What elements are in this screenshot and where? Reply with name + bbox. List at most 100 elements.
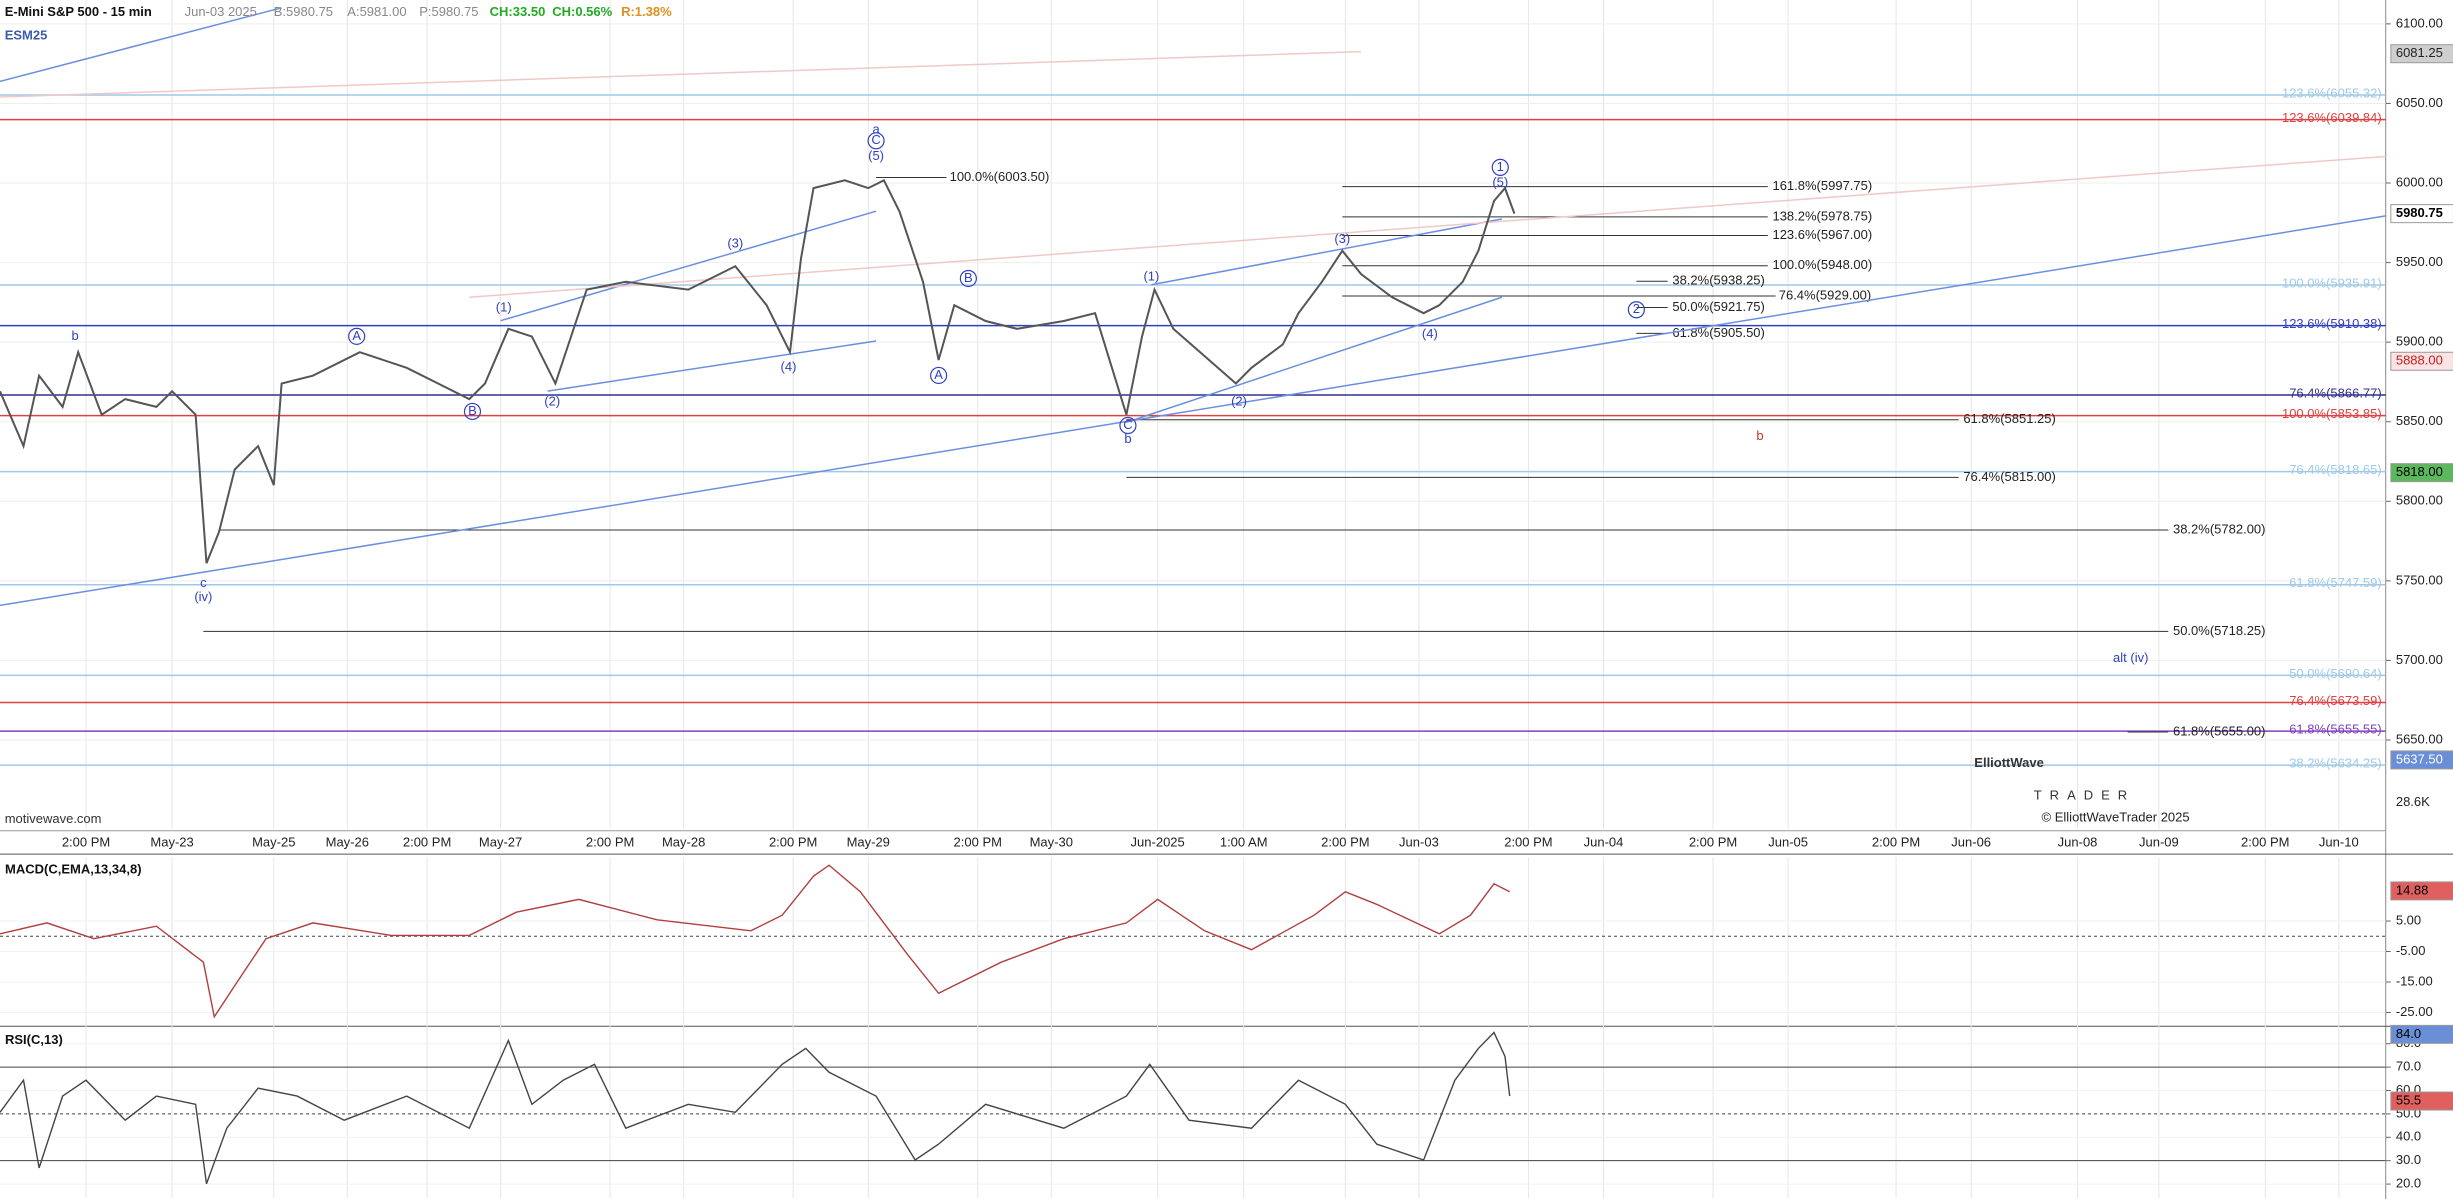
wave-circle [1627, 301, 1645, 319]
fib-projection-label: 76.4%(5929.00) [1779, 287, 1872, 302]
price-marker [2390, 351, 2453, 371]
header-text: P:5980.75 [419, 4, 478, 19]
wave-label: b [1756, 428, 1763, 443]
x-tick-label: Jun-10 [2319, 835, 2359, 850]
x-tick-label: Jun-05 [1768, 835, 1808, 850]
header-text: E-Mini S&P 500 - 15 min [5, 4, 152, 19]
wave-label: c [200, 575, 207, 590]
wave-label: (4) [781, 359, 797, 374]
wave-circle [867, 132, 885, 150]
wave-label: alt (iv) [2113, 650, 2148, 665]
series-line [0, 178, 1516, 564]
symbol: ESM25 [5, 27, 48, 42]
header-text: Jun-03 2025 [185, 4, 257, 19]
wave-circle [1491, 158, 1509, 176]
price-marker-label: 5637.50 [2396, 751, 2443, 766]
fib-projection-label: 50.0%(5921.75) [1672, 299, 1765, 314]
trend-line [1151, 218, 1502, 286]
y-tick-label: 30.0 [2396, 1152, 2421, 1167]
trend-line [0, 215, 2386, 607]
x-tick-label: Jun-09 [2139, 835, 2179, 850]
panel-title: MACD(C,EMA,13,34,8) [5, 861, 142, 876]
x-tick-label: 2:00 PM [2241, 835, 2289, 850]
fib-level-label: 61.8%(5655.55) [2289, 722, 2382, 737]
fib-projection-label: 161.8%(5997.75) [1772, 178, 1872, 193]
y-tick-label: 5950.00 [2396, 254, 2443, 269]
y-tick-label: 5900.00 [2396, 334, 2443, 349]
price-marker-label: 55.5 [2396, 1092, 2421, 1107]
fib-level-label: 38.2%(5634.25) [2289, 756, 2382, 771]
price-marker [2390, 204, 2453, 224]
fib-level-label: 123.6%(5910.38) [2282, 316, 2382, 331]
fib-projection-label: 123.6%(5967.00) [1772, 227, 1872, 242]
price-marker [2390, 44, 2453, 64]
fib-projection-label: 100.0%(6003.50) [950, 169, 1050, 184]
x-tick-label: May-25 [252, 835, 295, 850]
series-line [0, 1031, 1511, 1185]
wave-label: A [934, 367, 943, 382]
y-tick-label: 5700.00 [2396, 652, 2443, 667]
x-tick-label: 2:00 PM [1504, 835, 1552, 850]
trend-line [1126, 296, 1503, 424]
trend-line [0, 7, 282, 83]
x-tick-label: 2:00 PM [1321, 835, 1369, 850]
y-tick-label: 5.00 [2396, 912, 2421, 927]
header-text: A:5981.00 [347, 4, 406, 19]
copyright: © ElliottWaveTrader 2025 [2042, 810, 2190, 825]
wave-label: (2) [544, 393, 560, 408]
wave-circle [1119, 416, 1137, 435]
wave-label: (1) [1143, 268, 1159, 283]
x-tick-label: Jun-03 [1399, 835, 1439, 850]
wave-label: a [872, 121, 880, 136]
wave-label: (3) [727, 235, 743, 250]
x-tick-label: Jun-08 [2058, 835, 2098, 850]
header-text: R:1.38% [621, 4, 672, 19]
fib-projection-label: 61.8%(5851.25) [1963, 411, 2056, 426]
header-text: CH:33.50 [490, 4, 546, 19]
series-line [0, 864, 1511, 1019]
x-tick-label: 2:00 PM [1872, 835, 1920, 850]
x-tick-label: 2:00 PM [1689, 835, 1737, 850]
fib-projection-label: 38.2%(5938.25) [1672, 273, 1765, 288]
y-tick-label: 20.0 [2396, 1176, 2421, 1191]
trend-line [469, 155, 2386, 298]
wave-label: (5) [868, 148, 884, 163]
price-marker [2390, 1091, 2453, 1111]
x-tick-label: May-23 [150, 835, 193, 850]
trend-line [547, 340, 877, 392]
trend-line [0, 50, 1362, 98]
source: motivewave.com [5, 811, 102, 826]
price-marker [2390, 463, 2453, 483]
y-tick-label: 5850.00 [2396, 413, 2443, 428]
fib-level-label: 123.6%(6055.32) [2282, 85, 2382, 100]
wave-label: (iv) [194, 589, 212, 604]
wave-label: C [1123, 417, 1132, 432]
y-tick-label: -5.00 [2396, 943, 2426, 958]
fib-level-label: 50.0%(5690.64) [2289, 666, 2382, 681]
wave-label: B [964, 270, 973, 285]
x-tick-label: Jun-06 [1951, 835, 1991, 850]
price-marker-label: 5980.75 [2396, 205, 2443, 220]
fib-projection-label: 100.0%(5948.00) [1772, 257, 1872, 272]
y-tick-label: 70.0 [2396, 1059, 2421, 1074]
header-text: B:5980.75 [274, 4, 333, 19]
price-marker-label: 6081.25 [2396, 45, 2443, 60]
y-tick-label: 40.0 [2396, 1129, 2421, 1144]
fib-projection-label: 138.2%(5978.75) [1772, 208, 1872, 223]
fib-projection-label: 76.4%(5815.00) [1963, 469, 2056, 484]
fib-level-label: 61.8%(5747.59) [2289, 575, 2382, 590]
price-marker [2390, 750, 2453, 770]
x-tick-label: 2:00 PM [62, 835, 110, 850]
fib-level-label: 76.4%(5818.65) [2289, 462, 2382, 477]
wave-label: b [1124, 431, 1131, 446]
wave-label: 1 [1497, 159, 1504, 174]
x-tick-label: 2:00 PM [586, 835, 634, 850]
wave-circle [348, 327, 366, 345]
y-tick-label: 6100.00 [2396, 15, 2443, 30]
x-tick-label: 2:00 PM [954, 835, 1002, 850]
fib-projection-label: 38.2%(5782.00) [2173, 521, 2266, 536]
wave-label: (5) [1492, 174, 1508, 189]
wave-circle [463, 402, 482, 421]
